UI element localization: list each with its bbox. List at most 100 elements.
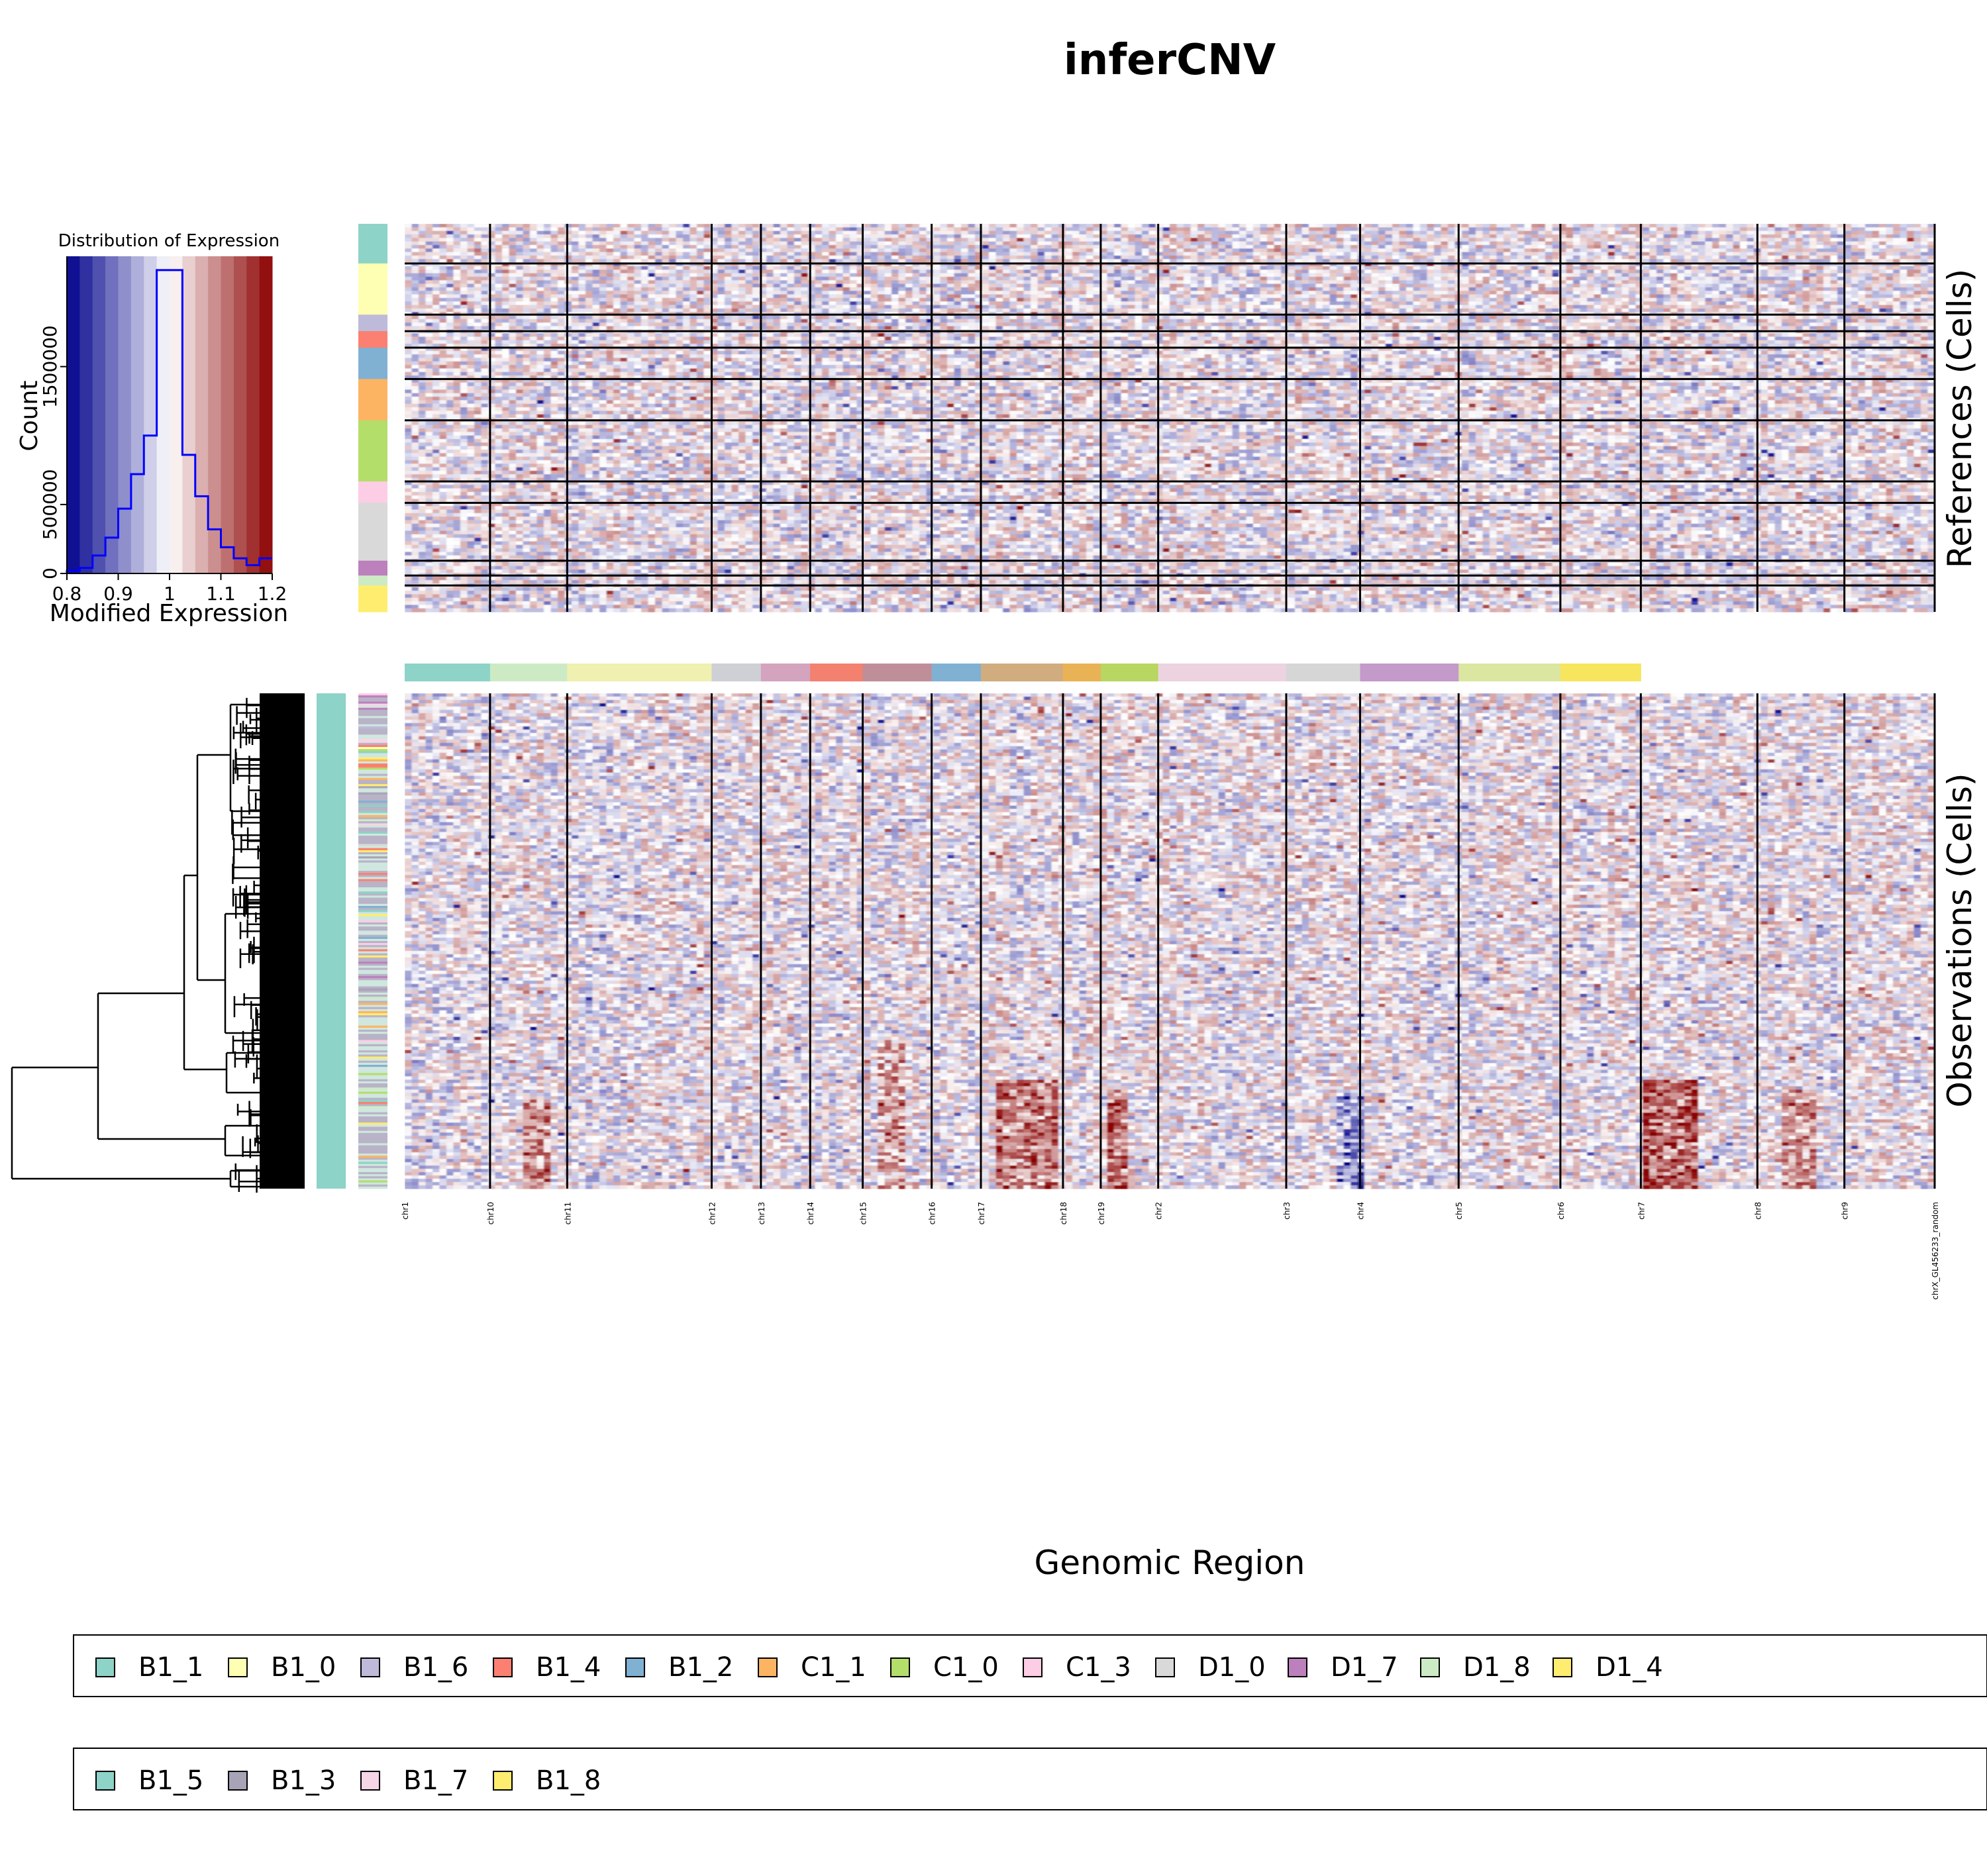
heatmap-cell	[648, 224, 656, 228]
reference-group-bar	[358, 379, 387, 420]
heatmap-cell	[1364, 224, 1372, 228]
heatmap-cell	[544, 224, 551, 228]
heatmap-cell	[1427, 224, 1435, 228]
heatmap-cell	[1142, 224, 1149, 228]
heatmap-cell	[788, 224, 795, 228]
histogram-band	[105, 256, 119, 573]
heatmap-cell	[843, 224, 850, 228]
heatmap-cell	[1044, 224, 1052, 228]
heatmap-cell	[1031, 224, 1038, 228]
reference-group-bar	[358, 348, 387, 379]
heatmap-cell	[1094, 224, 1101, 228]
histogram-band	[119, 256, 132, 573]
heatmap-cell	[1469, 224, 1476, 228]
heatmap-cell	[808, 224, 815, 228]
heatmap-cell	[1566, 224, 1574, 228]
heatmap-cell	[426, 224, 433, 228]
heatmap-cell	[551, 224, 558, 228]
heatmap-cell	[1197, 224, 1205, 228]
heatmap-cell	[433, 224, 440, 228]
heatmap-cell	[739, 224, 746, 228]
heatmap-cell	[1072, 224, 1080, 228]
heatmap-cell	[662, 224, 670, 228]
heatmap-cell	[537, 224, 544, 228]
heatmap-cell	[454, 224, 461, 228]
heatmap-cell	[746, 224, 753, 228]
heatmap-cell	[495, 224, 503, 228]
heatmap-cell	[996, 224, 1003, 228]
histogram-band	[170, 256, 183, 573]
heatmap-cell	[1267, 224, 1274, 228]
heatmap-cell	[1386, 224, 1393, 228]
heatmap-cell	[1372, 224, 1379, 228]
heatmap-cell	[1253, 224, 1260, 228]
reference-group-bar	[358, 224, 387, 264]
heatmap-cell	[1135, 224, 1143, 228]
heatmap-cell	[607, 224, 614, 228]
heatmap-cell	[1483, 224, 1490, 228]
heatmap-cell	[1309, 224, 1316, 228]
heatmap-cell	[801, 224, 809, 228]
heatmap-cell	[1184, 224, 1191, 228]
heatmap-cell	[1323, 224, 1330, 228]
heatmap-cell	[1406, 224, 1413, 228]
heatmap-cell	[1330, 224, 1337, 228]
heatmap-cell	[676, 224, 684, 228]
heatmap-cell	[641, 224, 648, 228]
heatmap-cell	[1149, 224, 1156, 228]
heatmap-cell	[1247, 224, 1254, 228]
heatmap-cell	[474, 224, 482, 228]
heatmap-cell	[1107, 224, 1115, 228]
reference-heatmap-cells	[405, 224, 1935, 613]
heatmap-cell	[1511, 224, 1518, 228]
histogram-band	[157, 256, 170, 573]
heatmap-cell	[933, 224, 941, 228]
heatmap-cell	[1003, 224, 1010, 228]
heatmap-cell	[1260, 224, 1268, 228]
heatmap-cell	[1017, 224, 1024, 228]
reference-group-bar	[358, 575, 387, 585]
heatmap-cell	[1163, 224, 1170, 228]
heatmap-cell	[523, 224, 531, 228]
heatmap-cell	[1601, 224, 1608, 228]
heatmap-cell	[1086, 224, 1094, 228]
heatmap-cell	[697, 224, 704, 228]
heatmap-cell	[941, 224, 948, 228]
heatmap-cell	[1177, 224, 1184, 228]
heatmap-cell	[1316, 224, 1323, 228]
heatmap-cell	[1219, 224, 1226, 228]
heatmap-cell	[440, 224, 447, 228]
heatmap-cell	[1413, 224, 1421, 228]
heatmap-cell	[766, 224, 774, 228]
heatmap-cell	[558, 224, 565, 228]
reference-group-bar	[358, 585, 387, 612]
heatmap-cell	[725, 224, 732, 228]
heatmap-cell	[1378, 224, 1386, 228]
heatmap-cell	[752, 224, 760, 228]
heatmap-cell	[1211, 224, 1219, 228]
heatmap-cell	[1462, 224, 1469, 228]
heatmap-cell	[1539, 224, 1546, 228]
heatmap-cell	[919, 224, 927, 228]
heatmap-cell	[1434, 224, 1441, 228]
heatmap-cell	[1295, 224, 1302, 228]
heatmap-cell	[405, 224, 412, 228]
reference-group-bar	[358, 331, 387, 348]
heatmap-cell	[482, 224, 489, 228]
heatmap-cell	[565, 224, 572, 228]
heatmap-cell	[1239, 224, 1247, 228]
heatmap-cell	[1517, 224, 1525, 228]
heatmap-cell	[1350, 224, 1358, 228]
histogram-color-bands	[67, 256, 273, 573]
heatmap-cell	[1288, 224, 1296, 228]
histogram-title: Distribution of Expression	[58, 231, 280, 251]
heatmap-cell	[1400, 224, 1407, 228]
heatmap-cell	[613, 224, 621, 228]
heatmap-cell	[1490, 224, 1497, 228]
heatmap-cell	[530, 224, 537, 228]
infercnv-figure: inferCNV Distribution of Expression 0.8 0…	[0, 0, 1987, 1876]
heatmap-cell	[1038, 224, 1045, 228]
heatmap-cell	[913, 224, 920, 228]
heatmap-cell	[885, 224, 892, 228]
histogram-band	[195, 256, 209, 573]
